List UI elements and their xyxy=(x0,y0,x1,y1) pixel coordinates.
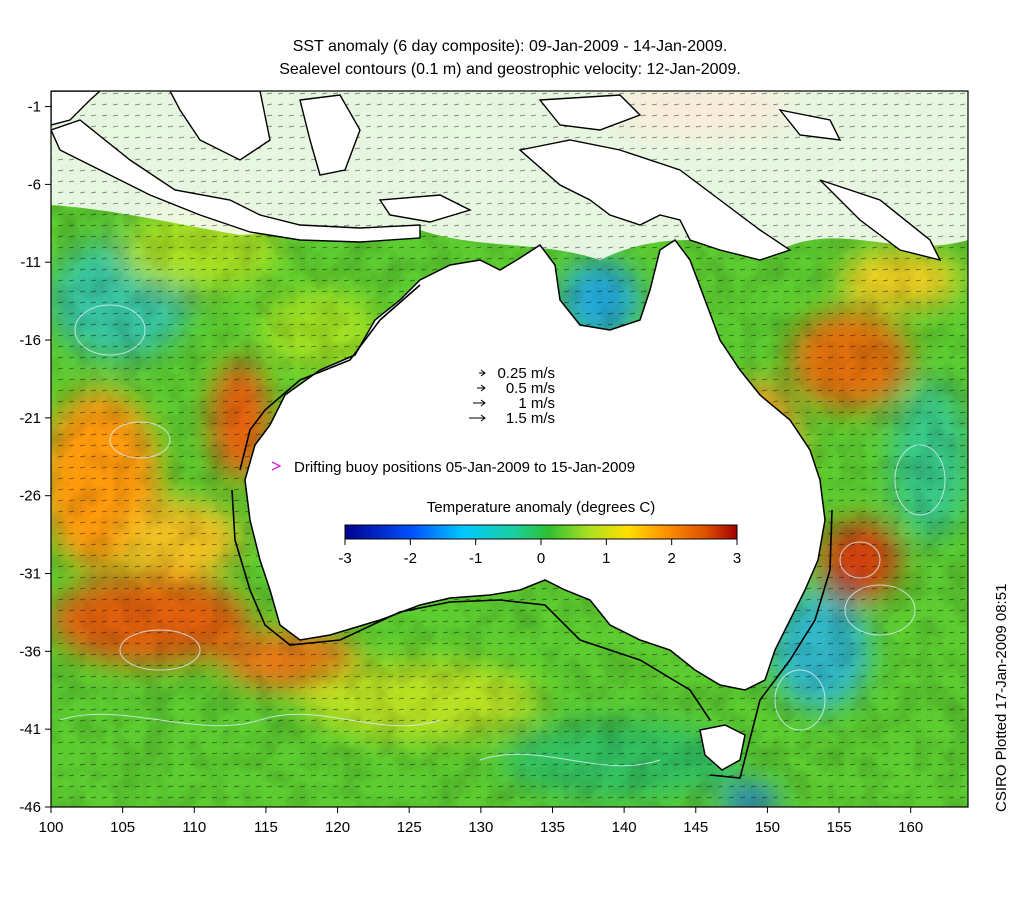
buoy-legend: Drifting buoy positions 05-Jan-2009 to 1… xyxy=(271,459,635,476)
colorbar-gradient xyxy=(344,524,738,540)
lon-tick-label: 115 xyxy=(254,819,278,836)
colorbar-tick-label: 2 xyxy=(667,550,675,567)
lon-tick-label: 130 xyxy=(468,819,493,836)
lat-tick-label: -21 xyxy=(19,410,41,427)
colorbar-tick-label: -1 xyxy=(469,550,482,567)
velocity-arrow xyxy=(477,384,486,392)
buoy-marker-icon xyxy=(271,461,282,471)
lat-tick-label: -36 xyxy=(19,643,41,660)
tasmania-landmass xyxy=(699,724,746,771)
map-frame xyxy=(50,90,969,808)
velocity-arrow xyxy=(469,414,486,422)
lat-tick-label: -6 xyxy=(28,176,41,193)
lat-tick-label: -46 xyxy=(19,799,41,816)
lat-tick-label: -26 xyxy=(19,488,41,505)
velocity-label: 1.5 m/s xyxy=(506,410,555,427)
lat-tick-label: -11 xyxy=(20,254,41,271)
velocity-label: 0.5 m/s xyxy=(506,380,555,397)
sealevel-contours xyxy=(59,304,946,767)
colorbar-tick-label: 1 xyxy=(602,550,610,567)
lat-tick-label: -41 xyxy=(19,721,41,738)
colorbar-tick-label: 0 xyxy=(537,550,545,567)
lon-tick-label: 105 xyxy=(110,819,135,836)
colorbar-tick-label: -3 xyxy=(338,550,351,567)
colorbar-title: Temperature anomaly (degrees C) xyxy=(427,499,655,516)
colorbar-ticks: -3 -2 -1 0 1 2 3 xyxy=(338,539,741,567)
lat-tick-label: -16 xyxy=(19,332,41,349)
velocity-scale-legend: 0.25 m/s0.5 m/s1 m/s1.5 m/s xyxy=(469,365,555,427)
lon-tick-label: 120 xyxy=(325,819,350,836)
colorbar-tick-label: -2 xyxy=(404,550,417,567)
northern-landmasses xyxy=(51,91,942,262)
colorbar: Temperature anomaly (degrees C) -3 -2 -1 0 1… xyxy=(338,499,741,567)
buoy-legend-label: Drifting buoy positions 05-Jan-2009 to 1… xyxy=(294,459,635,476)
velocity-label: 0.25 m/s xyxy=(497,365,555,382)
plot-credit: CSIRO Plotted 17-Jan-2009 08:51 xyxy=(993,583,1010,812)
longitude-axis: 100 105 110 115 120 125 130 135 140 145 150 155 160 xyxy=(38,807,923,836)
lon-tick-label: 135 xyxy=(540,819,565,836)
lon-tick-label: 100 xyxy=(38,819,63,836)
lat-tick-label: -31 xyxy=(19,566,41,583)
lon-tick-label: 150 xyxy=(755,819,780,836)
lon-tick-label: 155 xyxy=(827,819,852,836)
map-title-line1: SST anomaly (6 day composite): 09-Jan-20… xyxy=(292,38,728,55)
lat-tick-label: -1 xyxy=(28,99,41,116)
lon-tick-label: 145 xyxy=(683,819,708,836)
continental-shelf-contour xyxy=(231,284,833,779)
latitude-axis: -1 -6 -11 -16 -21 -26 -31 -36 -41 -46 xyxy=(19,99,51,816)
velocity-arrow xyxy=(479,369,486,377)
colorbar-tick-label: 3 xyxy=(733,550,741,567)
lon-tick-label: 140 xyxy=(612,819,637,836)
velocity-arrow xyxy=(473,399,486,407)
lon-tick-label: 125 xyxy=(397,819,422,836)
lon-tick-label: 160 xyxy=(898,819,923,836)
lon-tick-label: 110 xyxy=(182,819,206,836)
velocity-label: 1 m/s xyxy=(518,395,555,412)
map-title-line2: Sealevel contours (0.1 m) and geostrophi… xyxy=(279,61,741,78)
